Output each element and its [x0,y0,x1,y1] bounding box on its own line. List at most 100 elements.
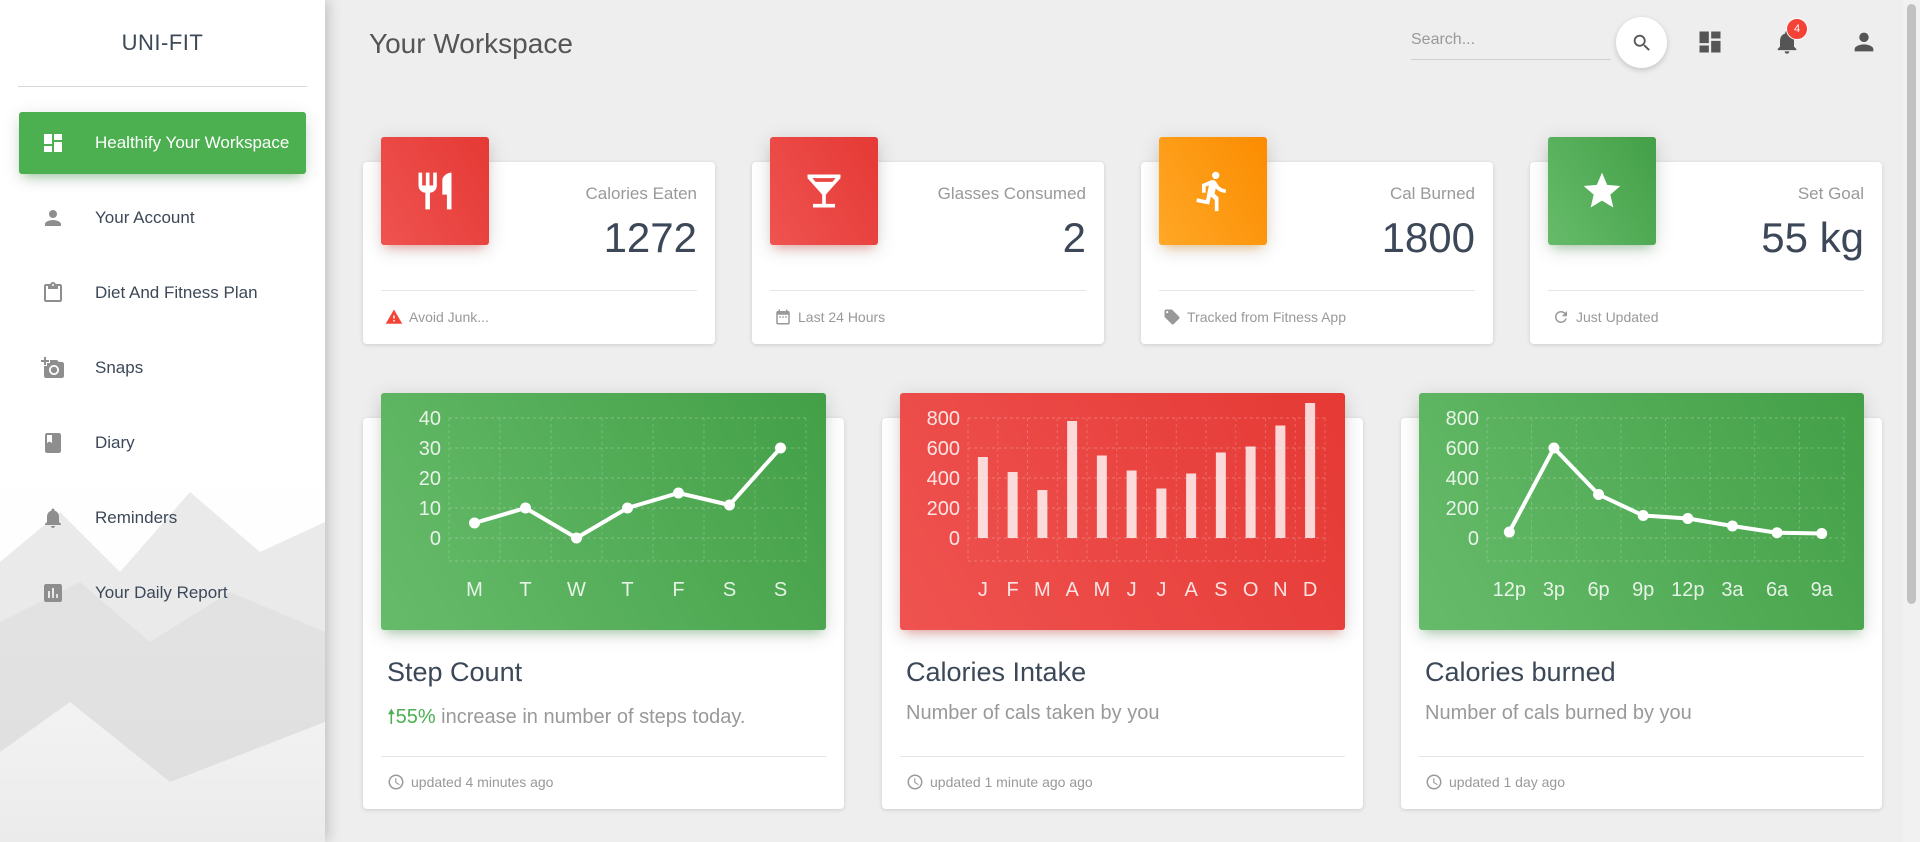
arrow-up-icon: 🠕 [387,706,396,728]
divider [1159,290,1475,291]
x-tick-label: 9p [1632,579,1654,601]
sidebar-item-diary[interactable]: Diary [19,412,306,474]
sidebar-nav: Healthify Your Workspace Your Account Di… [0,87,325,624]
y-tick-label: 30 [419,438,441,460]
x-tick-label: J [1127,579,1137,601]
x-tick-label: 6a [1766,579,1789,601]
y-tick-label: 10 [419,498,441,520]
x-tick-label: F [672,579,684,601]
stat-footer-text: Tracked from Fitness App [1187,309,1346,325]
sidebar-item-label: Snaps [95,358,144,377]
bar [1305,403,1316,538]
bar [1156,488,1167,538]
data-point [1637,510,1649,521]
data-point [724,499,735,511]
stat-card-glasses-consumed: Glasses Consumed 2 Last 24 Hours [752,137,1104,344]
search-icon [1633,34,1650,51]
chart-subtitle: Number of cals burned by you [1425,702,1692,724]
chart-footer: updated 1 day ago [1425,773,1565,791]
stat-footer: Just Updated [1552,308,1659,326]
chart-card-calories-burned: 0 200 400 600 800 12p 3p 6p 9p 12p 3a 6a 9a Calories… [1401,393,1882,809]
series-line [1507,446,1822,536]
runner-icon [1196,171,1226,212]
bar [1037,490,1048,538]
stat-icon-box [770,137,878,245]
sidebar-item-reminders[interactable]: Reminders [19,487,306,549]
stat-footer-text: Last 24 Hours [798,309,886,325]
sidebar-item-label: Healthify Your Workspace [95,133,290,152]
stat-label: Glasses Consumed [937,184,1086,203]
x-tick-label: J [1156,579,1166,601]
person-icon [1854,32,1874,52]
increase-percent: 55% [395,706,436,728]
bar [1126,470,1137,538]
app-logo[interactable]: UNI-FIT [121,30,204,55]
step-count-line-chart: 0 10 20 30 40 M T W T F S S [419,408,807,601]
sidebar-item-snaps[interactable]: Snaps [19,337,306,399]
search-button[interactable] [1616,17,1667,68]
clock-icon [1426,774,1442,790]
sidebar-item-your-account[interactable]: Your Account [19,187,306,249]
y-tick-label: 40 [419,408,441,430]
logo-divider [18,86,307,87]
sidebar-item-healthify-workspace[interactable]: Healthify Your Workspace [19,112,306,174]
book-icon [41,431,65,455]
x-tick-label: 6p [1587,579,1609,601]
search-input[interactable] [1411,22,1611,58]
data-point [1503,526,1515,538]
chart-footer: updated 1 minute ago ago [906,773,1093,791]
stat-value: 1800 [1381,214,1475,261]
sidebar-item-label: Your Account [95,208,195,227]
sidebar-item-diet-fitness-plan[interactable]: Diet And Fitness Plan [19,262,306,324]
data-point [622,502,633,514]
bar [1215,452,1226,538]
y-tick-label: 200 [1446,498,1479,520]
calendar-icon [776,309,790,325]
x-tick-label: A [1065,579,1079,601]
bar [1007,472,1018,538]
stat-footer-text[interactable]: Avoid Junk... [409,309,489,325]
x-tick-label: M [1094,579,1111,601]
sidebar-item-daily-report[interactable]: Your Daily Report [19,562,306,624]
clock-icon [388,774,404,790]
stat-icon-box [1548,137,1656,245]
page-title: Your Workspace [369,28,573,59]
profile-button[interactable] [1846,24,1882,60]
x-tick-label: 3p [1543,579,1565,601]
x-tick-label: A [1184,579,1198,601]
scrollbar[interactable] [1903,0,1920,842]
x-tick-label: 3a [1721,579,1744,601]
clock-icon [907,774,923,790]
bar [1067,421,1078,538]
chart-footer-text: updated 4 minutes ago [411,774,554,790]
stat-footer-text: Just Updated [1576,309,1659,325]
divider [900,756,1345,757]
warning-icon [385,309,403,324]
stat-icon-box [381,137,489,245]
scrollbar-thumb[interactable] [1907,4,1916,604]
data-point [673,487,684,499]
x-tick-label: 12p [1493,579,1526,601]
divider [770,290,1086,291]
y-tick-label: 20 [419,468,441,490]
bar [977,457,988,538]
x-tick-label: M [1034,579,1051,601]
stat-label: Set Goal [1797,184,1864,203]
y-tick-label: 600 [927,438,960,460]
refresh-icon [1555,311,1567,323]
bar [1186,473,1197,538]
y-tick-label: 0 [1468,528,1479,550]
sidebar-item-label: Diary [95,433,135,452]
x-tick-label: T [621,579,633,601]
divider [381,290,697,291]
stat-value: 55 kg [1761,214,1864,261]
search-field [1411,22,1611,60]
glass-icon [807,174,841,208]
dashboard-button[interactable] [1692,24,1728,60]
x-tick-label: T [519,579,531,601]
person-icon [41,206,65,230]
camera-icon [41,356,65,380]
bar [1096,455,1107,538]
y-tick-label: 800 [927,408,960,430]
